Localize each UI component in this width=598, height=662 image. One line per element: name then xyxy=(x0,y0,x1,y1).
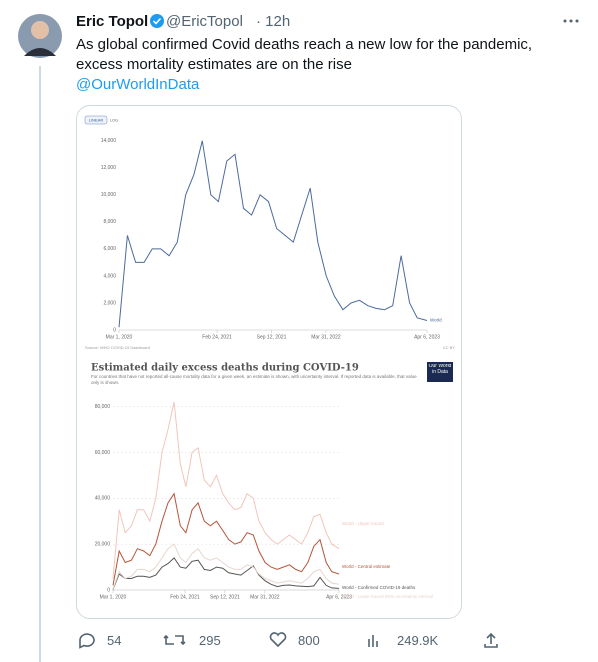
y-tick-label: 12,000 xyxy=(101,165,117,171)
x-tick-label: Mar 31, 2022 xyxy=(250,594,280,600)
y-tick-label: 8,000 xyxy=(103,219,116,225)
series-line xyxy=(112,557,340,590)
avatar-body xyxy=(24,48,56,56)
like-count[interactable]: 800 xyxy=(298,633,320,648)
x-tick-label: Apr 6, 2023 xyxy=(414,334,440,340)
series-line xyxy=(112,401,340,579)
chart-subtitle-box: For countries that have not reported all… xyxy=(91,374,417,385)
y-tick-label: 40,000 xyxy=(95,496,111,502)
tweet-text: As global confirmed Covid deaths reach a… xyxy=(76,36,533,73)
series-line xyxy=(118,140,428,328)
reply-count[interactable]: 54 xyxy=(107,633,122,648)
logo-box: Our World in Data xyxy=(428,364,452,375)
like-icon[interactable] xyxy=(269,632,287,648)
x-tick-label: Feb 24, 2021 xyxy=(170,594,200,600)
y-tick-label: 0 xyxy=(113,327,116,333)
series-label: World - Confirmed COVID-19 deaths xyxy=(342,585,416,590)
series-line xyxy=(112,492,340,586)
x-tick-label: Apr 6, 2023 xyxy=(326,594,352,600)
logo xyxy=(427,362,453,382)
y-tick-label: 60,000 xyxy=(95,450,111,456)
x-tick-label: Mar 1, 2020 xyxy=(100,594,127,600)
share-icon[interactable] xyxy=(484,632,498,648)
verified-badge xyxy=(150,14,164,28)
y-tick-label: 0 xyxy=(107,587,110,593)
x-tick-label: Feb 24, 2021 xyxy=(202,334,232,340)
y-tick-label: 4,000 xyxy=(103,273,116,279)
chart-image: LINEAR LOG Source: WHO COVID-19 Dashboar… xyxy=(84,115,456,600)
series-label: World - Upper bound xyxy=(342,521,384,526)
y-tick-label: 10,000 xyxy=(101,192,117,198)
views-icon[interactable] xyxy=(368,635,378,647)
series-label: World - Central estimate xyxy=(342,564,391,569)
x-tick-label: Sep 12, 2021 xyxy=(210,594,240,600)
chart-subtitle: For countries that have not reported all… xyxy=(91,374,417,385)
verified-check xyxy=(152,17,162,25)
y-tick-label: 80,000 xyxy=(95,404,111,410)
reply-icon[interactable] xyxy=(79,633,95,649)
media-card[interactable]: LINEAR LOG Source: WHO COVID-19 Dashboar… xyxy=(76,105,462,619)
chart-title: Estimated daily excess deaths during COV… xyxy=(91,363,359,374)
action-icons xyxy=(79,632,498,649)
toggle-linear[interactable]: LINEAR xyxy=(89,118,104,123)
more-button[interactable] xyxy=(563,19,579,23)
chart-source: Source: WHO COVID-19 Dashboard xyxy=(85,345,150,350)
toggle-log[interactable]: LOG xyxy=(110,118,118,123)
x-tick-label: Sep 12, 2021 xyxy=(257,334,287,340)
x-tick-label: Mar 31, 2022 xyxy=(311,334,341,340)
x-tick-label: Mar 1, 2020 xyxy=(106,334,133,340)
y-tick-label: 2,000 xyxy=(103,300,116,306)
view-count[interactable]: 249.9K xyxy=(397,633,439,648)
y-tick-label: 6,000 xyxy=(103,246,116,252)
series-line xyxy=(112,543,340,590)
y-tick-label: 14,000 xyxy=(101,138,117,144)
series-label: World - Lower bound 95% uncertainty inte… xyxy=(342,594,433,599)
retweet-count[interactable]: 295 xyxy=(199,633,221,648)
chart-license: CC BY xyxy=(443,345,456,350)
scale-toggle: LINEAR LOG xyxy=(84,115,118,125)
author-handle[interactable]: @EricTopol xyxy=(166,13,243,30)
y-tick-label: 20,000 xyxy=(95,541,111,547)
author-name[interactable]: Eric Topol xyxy=(76,13,149,30)
avatar-face xyxy=(31,21,49,39)
series-label: World xyxy=(430,318,442,323)
logo-text: Our World in Data xyxy=(428,364,452,375)
retweet-icon[interactable] xyxy=(163,634,186,646)
timestamp[interactable]: · 12h xyxy=(256,13,291,30)
mention-link[interactable]: @OurWorldInData xyxy=(76,76,200,93)
